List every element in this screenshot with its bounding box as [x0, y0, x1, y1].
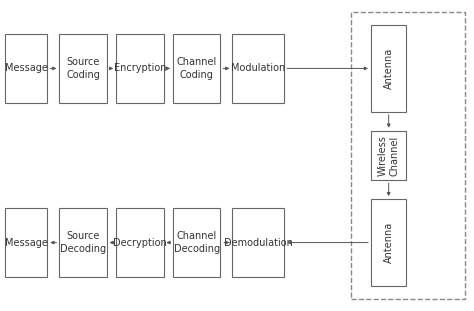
- Text: Message: Message: [5, 238, 47, 248]
- Bar: [116, 208, 164, 277]
- Text: Encryption: Encryption: [114, 63, 166, 73]
- Bar: [351, 12, 465, 299]
- Text: Decryption: Decryption: [113, 238, 167, 248]
- Bar: [59, 208, 107, 277]
- Text: Demodulation: Demodulation: [224, 238, 293, 248]
- Text: Message: Message: [5, 63, 47, 73]
- Text: Modulation: Modulation: [231, 63, 285, 73]
- Text: Antenna: Antenna: [383, 48, 394, 89]
- Bar: [232, 208, 284, 277]
- Bar: [371, 199, 406, 286]
- Bar: [371, 131, 406, 180]
- Bar: [232, 34, 284, 103]
- Text: Source
Decoding: Source Decoding: [60, 231, 106, 254]
- Bar: [173, 208, 220, 277]
- Text: Channel
Coding: Channel Coding: [177, 57, 217, 80]
- Text: Antenna: Antenna: [383, 222, 394, 263]
- Bar: [59, 34, 107, 103]
- Bar: [173, 34, 220, 103]
- Bar: [5, 34, 47, 103]
- Text: Source
Coding: Source Coding: [66, 57, 100, 80]
- Text: Channel
Decoding: Channel Decoding: [173, 231, 220, 254]
- Bar: [371, 25, 406, 112]
- Bar: [116, 34, 164, 103]
- Text: Wireless
Channel: Wireless Channel: [377, 135, 400, 176]
- Bar: [5, 208, 47, 277]
